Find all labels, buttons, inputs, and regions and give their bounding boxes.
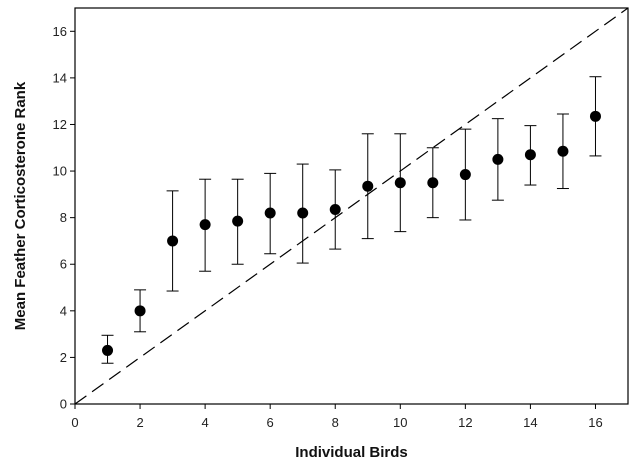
data-point [459,169,471,181]
x-tick-label: 6 [267,415,274,430]
data-point [232,215,244,227]
reference-line [74,7,629,405]
y-tick-label: 8 [60,210,67,225]
x-axis-title: Individual Birds [295,444,408,461]
x-tick-label: 16 [588,415,602,430]
x-tick-label: 10 [393,415,407,430]
data-point [102,344,114,356]
x-tick-label: 12 [458,415,472,430]
data-point [524,149,536,161]
x-tick-label: 14 [523,415,537,430]
x-tick-label: 2 [136,415,143,430]
data-point [134,305,146,317]
data-point [264,207,276,219]
data-point [362,180,374,192]
y-tick-label: 2 [60,350,67,365]
y-tick-label: 10 [53,164,67,179]
data-point [557,145,569,157]
data-point [394,177,406,189]
x-axis-ticks: 0 2 4 6 8 10 12 14 16 [71,404,603,430]
y-tick-label: 4 [60,303,67,318]
data-point [329,203,341,215]
data-point [427,177,439,189]
x-tick-label: 8 [332,415,339,430]
y-tick-label: 14 [53,70,67,85]
data-point [167,235,179,247]
data-points [102,110,601,356]
data-point [199,219,211,231]
data-point [492,153,504,165]
plot-frame [74,7,629,405]
y-tick-label: 12 [53,117,67,132]
data-point [297,207,309,219]
error-bars [101,76,602,364]
data-point [589,110,601,122]
x-tick-label: 4 [202,415,209,430]
y-tick-label: 0 [60,397,67,412]
y-tick-label: 16 [53,24,67,39]
y-axis-ticks: 0 2 4 6 8 10 12 14 16 [53,24,75,412]
x-tick-label: 0 [71,415,78,430]
y-axis-title: Mean Feather Corticosterone Rank [12,81,29,330]
y-tick-label: 6 [60,257,67,272]
reference-line-group [74,7,629,405]
